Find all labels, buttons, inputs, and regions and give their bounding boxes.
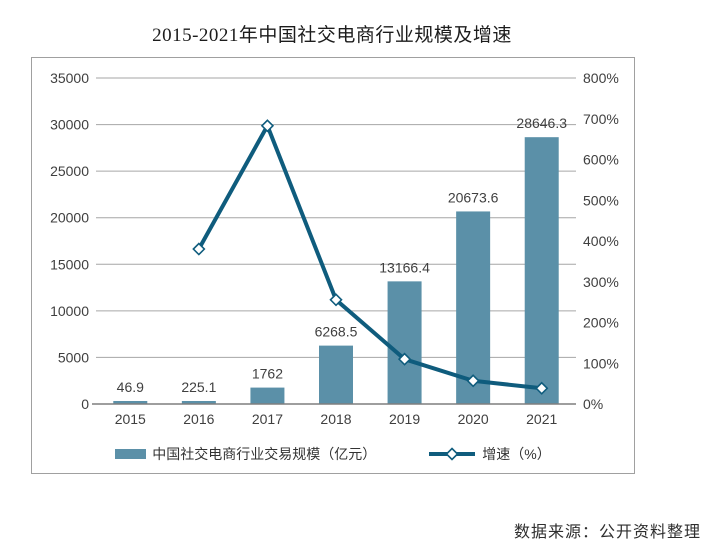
svg-text:35000: 35000 bbox=[50, 70, 89, 86]
svg-text:300%: 300% bbox=[583, 274, 619, 290]
svg-text:1762: 1762 bbox=[252, 366, 283, 382]
svg-text:6268.5: 6268.5 bbox=[315, 324, 358, 340]
growth-line-markers bbox=[192, 119, 549, 395]
legend: 中国社交电商行业交易规模（亿元） 增速（%） bbox=[32, 444, 634, 464]
svg-text:20000: 20000 bbox=[50, 210, 89, 226]
svg-text:10000: 10000 bbox=[50, 303, 89, 319]
chart-frame: 0 5000 10000 15000 20000 25000 30000 35000 0% 100… bbox=[31, 57, 635, 474]
chart-plot-area: 0 5000 10000 15000 20000 25000 30000 35000 0% 100… bbox=[50, 70, 619, 427]
svg-text:2017: 2017 bbox=[252, 411, 283, 427]
svg-text:200%: 200% bbox=[583, 315, 619, 331]
gridlines bbox=[96, 77, 576, 358]
svg-text:30000: 30000 bbox=[50, 117, 89, 133]
svg-text:2018: 2018 bbox=[320, 411, 351, 427]
svg-text:15000: 15000 bbox=[50, 256, 89, 272]
svg-text:28646.3: 28646.3 bbox=[516, 115, 567, 131]
svg-text:13166.4: 13166.4 bbox=[379, 259, 430, 275]
chart-title: 2015-2021年中国社交电商行业规模及增速 bbox=[152, 25, 512, 46]
bar-series bbox=[113, 137, 559, 404]
legend-label-line-series: 增速（%） bbox=[482, 446, 551, 462]
svg-text:2019: 2019 bbox=[389, 411, 420, 427]
data-source-note: 数据来源：公开资料整理 bbox=[513, 524, 701, 541]
svg-text:0: 0 bbox=[81, 396, 89, 412]
svg-text:400%: 400% bbox=[583, 233, 619, 249]
legend-label-bar-series: 中国社交电商行业交易规模（亿元） bbox=[152, 446, 377, 462]
svg-text:100%: 100% bbox=[583, 355, 619, 371]
legend-item-line-series: 增速（%） bbox=[428, 444, 551, 464]
svg-text:46.9: 46.9 bbox=[117, 379, 144, 395]
svg-text:2020: 2020 bbox=[458, 411, 489, 427]
svg-text:25000: 25000 bbox=[50, 163, 89, 179]
svg-text:600%: 600% bbox=[583, 152, 619, 168]
svg-text:2021: 2021 bbox=[526, 411, 557, 427]
svg-text:20673.6: 20673.6 bbox=[448, 189, 499, 205]
svg-text:0%: 0% bbox=[583, 396, 603, 412]
svg-text:700%: 700% bbox=[583, 111, 619, 127]
left-axis-ticks: 0 5000 10000 15000 20000 25000 30000 35000 bbox=[50, 70, 89, 412]
svg-text:500%: 500% bbox=[583, 192, 619, 208]
bar-data-labels: 46.9 225.1 1762 6268.5 13166.4 20673.6 28646.3 bbox=[117, 115, 568, 395]
line-series-swatch-icon bbox=[429, 447, 476, 461]
right-axis-ticks: 0% 100% 200% 300% 400% 500% 600% 700% 800% bbox=[583, 70, 619, 412]
growth-line bbox=[197, 121, 542, 391]
svg-text:225.1: 225.1 bbox=[181, 379, 216, 395]
x-axis-ticks: 2015 2016 2017 2018 2019 2020 2021 bbox=[115, 411, 558, 427]
bar-series-swatch-icon bbox=[115, 449, 147, 459]
legend-item-bar-series: 中国社交电商行业交易规模（亿元） bbox=[115, 444, 376, 464]
svg-text:2015: 2015 bbox=[115, 411, 146, 427]
svg-text:5000: 5000 bbox=[58, 349, 89, 365]
svg-text:2016: 2016 bbox=[183, 411, 214, 427]
svg-text:800%: 800% bbox=[583, 70, 619, 86]
